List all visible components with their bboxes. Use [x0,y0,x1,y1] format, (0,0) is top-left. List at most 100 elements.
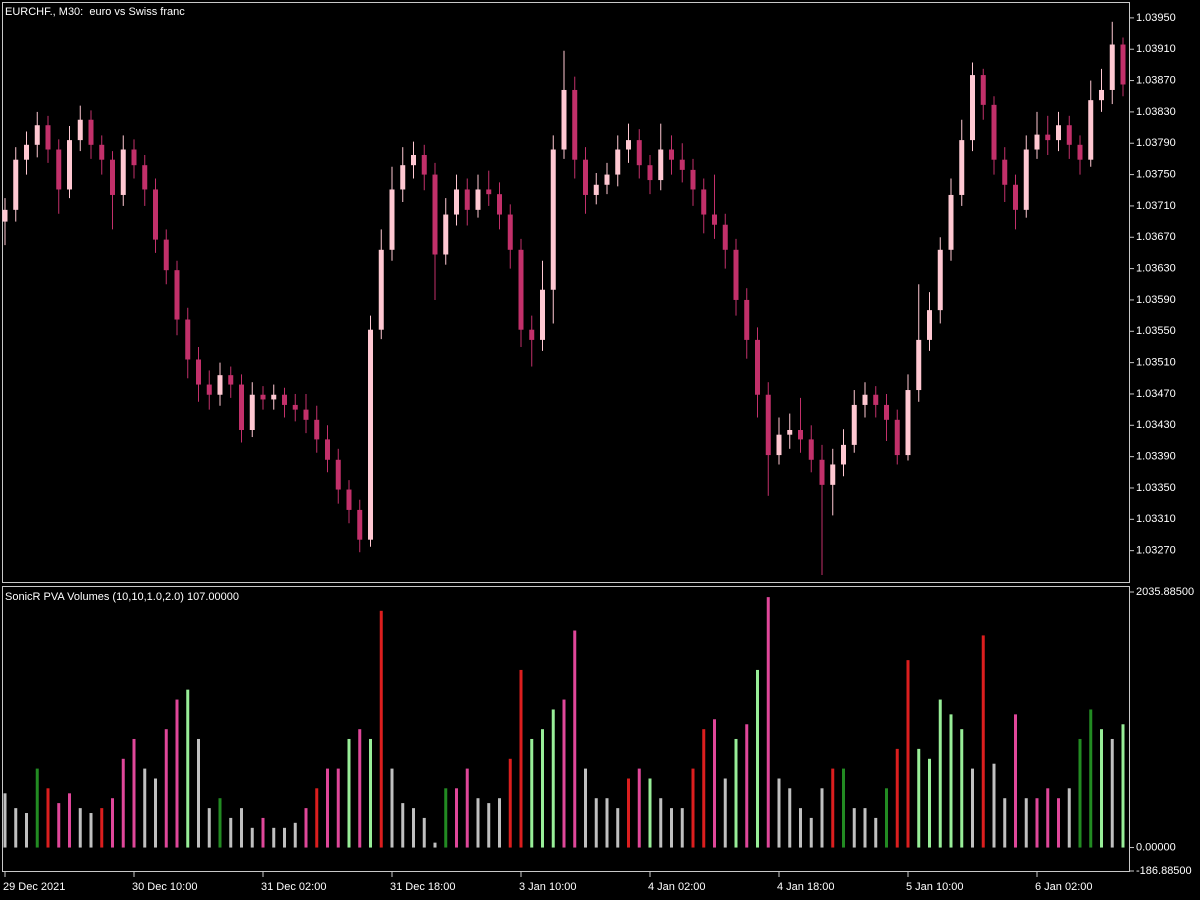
candle-body [421,154,427,175]
candle-body [196,359,201,385]
volume-bar [476,798,480,848]
y-tick-label: 1.03910 [1136,43,1176,55]
volume-bar [1110,738,1114,848]
volume-bar [659,798,663,848]
candle-body [561,89,567,150]
candle-body [163,239,169,271]
y-tick-label: 1.03390 [1136,451,1176,463]
candle-body [540,289,545,340]
volume-bar [164,729,168,848]
candle-body [690,169,696,190]
volume-bar [637,768,641,848]
volume-bar [283,827,286,848]
candle-body [798,430,803,440]
volume-bar [906,660,910,848]
candle-body [636,140,642,166]
candle-body [507,214,513,250]
candle-body [1056,125,1061,141]
volume-bar [293,822,297,848]
volume-bar [702,729,706,848]
volume-bar [422,817,426,848]
volume-bar [315,788,319,848]
candle-body [271,394,277,400]
candle-body [873,394,879,405]
candle-body [99,144,105,160]
candle-body [249,394,255,431]
volume-bar [304,808,308,848]
y-tick-label: 1.03870 [1136,74,1176,86]
candle-body [959,140,965,195]
volume-bar [917,748,921,848]
candle-body [550,149,556,290]
candle-body [1099,89,1104,101]
candle-body [260,394,266,400]
volume-bar [788,788,792,848]
candle-body [185,319,191,360]
y-tick-label: 1.03470 [1136,388,1176,400]
candle-body [1088,100,1094,160]
candle-body [722,224,728,250]
candle-body [991,104,997,160]
volume-bar [57,803,61,848]
volume-bar [68,793,71,848]
volume-bar [670,808,673,848]
volume-bar [154,778,157,848]
candle-body [529,329,535,340]
volume-bar [326,768,329,848]
volume-bar [143,768,147,848]
volume-bar [250,827,254,848]
volume-bar [874,817,878,848]
y-tick-label: 1.03510 [1136,357,1176,369]
y-tick-label: 1.03590 [1136,294,1176,306]
volume-bar [1078,738,1082,848]
volume-bar [121,758,125,848]
candle-body [389,189,395,250]
candle-body [335,459,341,490]
candle-body [1002,159,1008,185]
volume-bar [444,788,448,848]
candle-body [34,125,40,145]
candle-body [701,189,707,215]
candle-body [658,149,664,181]
volume-bar [1067,788,1071,848]
volume-bar [46,788,50,848]
volume-bar [541,729,544,848]
y-tick-label: 1.03310 [1136,513,1176,525]
candle-body [905,390,911,456]
x-tick-label: 4 Jan 02:00 [648,881,706,893]
candle-body [765,394,771,456]
candle-body [851,404,857,445]
candle-body [970,75,975,141]
y-tick-label: 1.03830 [1136,106,1176,118]
candle-body [24,144,29,160]
candle-body [368,329,373,540]
volume-bar [379,610,383,848]
y-tick-label: 1.03350 [1136,482,1176,494]
x-tick-label: 4 Jan 18:00 [777,881,835,893]
chart-title: EURCHF., M30: euro vs Swiss franc [5,6,185,18]
volume-bar [680,808,684,848]
volume-bar [1057,798,1060,848]
candle-body [1034,134,1040,150]
volume-bar [272,827,276,848]
volume-bar [734,738,738,848]
y-tick-label: 1.03550 [1136,325,1176,337]
candle-body [744,299,750,340]
volume-bar [713,719,716,848]
candle-body [411,154,416,166]
y-tick-label: 1.03270 [1136,545,1176,557]
volume-bar [971,768,974,848]
volume-bar [1024,798,1028,848]
candle-body [486,189,492,195]
candle-body [497,194,502,215]
candle-body [884,404,889,420]
volume-bar [895,748,899,848]
candle-body [303,409,309,420]
volume-bar [519,669,523,848]
volume-bar [347,738,351,848]
candle-body [1109,44,1115,90]
candle-body [153,189,158,240]
